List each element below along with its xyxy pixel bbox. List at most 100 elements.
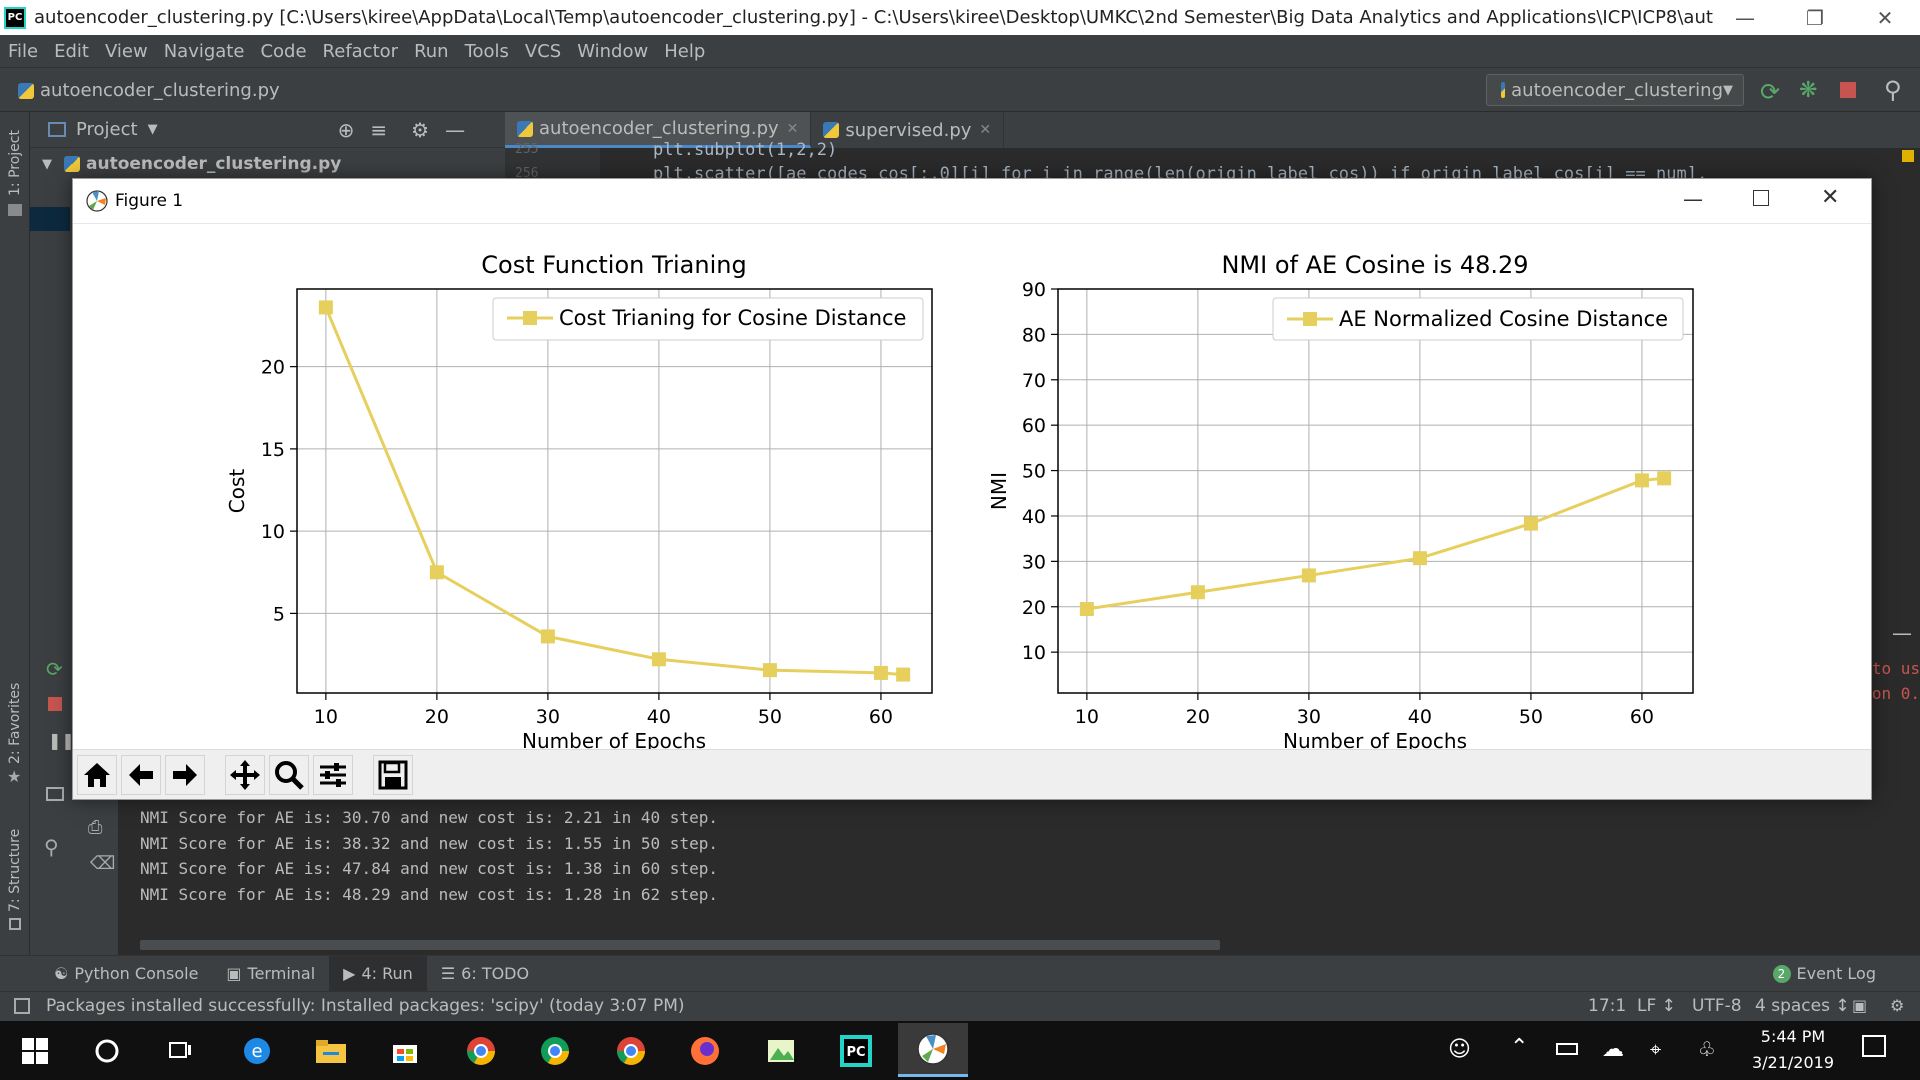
chart-title: Cost Function Trianing [481,251,746,279]
status-message[interactable]: Packages installed successfully: Install… [46,996,685,1016]
chrome-profile-icon[interactable] [526,1027,584,1075]
tab-python-console[interactable]: ☯ Python Console [40,956,212,992]
store-icon[interactable] [376,1027,434,1075]
edge-browser-icon[interactable]: e [228,1027,286,1075]
trash-icon[interactable]: ⌫ [90,853,116,874]
menu-tools[interactable]: Tools [464,40,509,62]
lock-icon[interactable]: ▣ [1852,996,1868,1015]
bottom-tool-tabs: ☯ Python Console ▣ Terminal ▶ 4: Run ☰ 6… [0,955,1920,992]
battery-icon[interactable] [1556,1043,1578,1055]
navigation-bar: autoencoder_clustering.py autoencoder_cl… [0,67,1920,112]
tab-run[interactable]: ▶ 4: Run [329,955,427,992]
rerun-icon[interactable]: ⟳ [1760,78,1781,106]
people-icon[interactable]: ☺ [1448,1037,1471,1062]
project-root-item[interactable]: ▼ autoencoder_clustering.py [30,148,505,180]
gear-icon[interactable]: ⚙ [411,117,430,142]
close-button[interactable]: ✕ [1821,185,1840,210]
pause-icon[interactable]: ❚❚ [48,731,75,750]
menu-window[interactable]: Window [577,40,649,62]
onedrive-cloud-icon[interactable]: ☁ [1602,1037,1624,1062]
forward-arrow-icon[interactable] [165,755,205,795]
breadcrumb-file[interactable]: autoencoder_clustering.py [40,80,280,101]
x-tick-label: 50 [1519,706,1543,728]
back-arrow-icon[interactable] [121,755,161,795]
menu-file[interactable]: File [8,40,39,62]
x-tick-label: 30 [1297,706,1321,728]
zoom-icon[interactable] [269,755,309,795]
project-tool-tab[interactable]: 1: Project [7,130,23,196]
search-icon[interactable]: ⚲ [1884,76,1902,104]
warning-marker[interactable] [1902,150,1914,162]
tab-supervised[interactable]: supervised.py ✕ [811,112,1005,148]
pin-icon[interactable]: ⚲ [44,835,59,859]
file-explorer-icon[interactable] [302,1027,360,1075]
editor-scrollbar[interactable] [1900,148,1920,618]
close-tab-icon[interactable]: ✕ [979,122,992,138]
favorites-tool-tab[interactable]: 2: Favorites [7,682,23,764]
menu-run[interactable]: Run [414,40,449,62]
windows-start-icon[interactable] [6,1027,64,1075]
restore-button[interactable]: ❐ [1806,5,1824,30]
menu-refactor[interactable]: Refactor [322,40,399,62]
caret-position[interactable]: 17:1 [1588,996,1627,1016]
project-view-label[interactable]: Project [76,119,138,140]
stop-icon[interactable] [1840,82,1856,98]
figure-window: Figure 1 — ✕ Cost Function Trianing 10 20… [72,178,1872,800]
hide-icon[interactable]: — [1892,621,1912,645]
maximize-button[interactable] [1753,190,1769,206]
menu-vcs[interactable]: VCS [524,40,562,62]
debug-icon[interactable]: ❋ [1799,78,1818,103]
menu-code[interactable]: Code [260,40,307,62]
image-viewer-icon[interactable] [752,1027,810,1075]
pan-icon[interactable] [225,755,265,795]
expand-arrow-icon[interactable]: ▼ [42,156,52,172]
volume-muted-icon[interactable]: ♧ [1698,1037,1716,1061]
inspector-icon[interactable]: ⚙ [1890,996,1905,1015]
file-encoding[interactable]: UTF-8 [1692,996,1742,1016]
run-configuration-select[interactable]: autoencoder_clustering ▼ [1486,74,1744,106]
y-tick-label: 20 [1022,597,1046,619]
event-log-button[interactable]: 2 Event Log [1759,956,1891,992]
clock-time[interactable]: 5:44 PM [1760,1027,1826,1046]
chrome-profile-icon[interactable] [452,1027,510,1075]
line-separator[interactable]: LF ↕ [1637,996,1676,1016]
locate-file-icon[interactable]: ⊕ [337,117,355,142]
task-view-icon[interactable] [150,1027,208,1075]
pycharm-taskbar-icon[interactable]: PC [827,1027,885,1075]
menu-help[interactable]: Help [664,40,706,62]
matplotlib-figure-taskbar-icon[interactable] [898,1023,968,1077]
hide-icon[interactable]: — [445,117,466,142]
console-output[interactable]: NMI Score for AE is: 30.70 and new cost … [140,805,718,907]
breadcrumb[interactable]: autoencoder_clustering.py [18,80,280,101]
wifi-icon[interactable]: ⌖ [1650,1037,1662,1061]
chevron-down-icon[interactable]: ▼ [147,122,158,137]
menu-edit[interactable]: Edit [54,40,89,62]
tab-terminal[interactable]: ▣ Terminal [212,956,329,992]
tab-autoencoder-clustering[interactable]: autoencoder_clustering.py ✕ [505,112,812,148]
notification-center-icon[interactable] [1862,1035,1886,1057]
tab-todo[interactable]: ☰ 6: TODO [427,956,543,992]
chevron-up-icon[interactable]: ⌃ [1510,1035,1529,1060]
subplots-config-icon[interactable] [313,755,353,795]
save-figure-icon[interactable] [373,755,413,795]
structure-tool-tab[interactable]: 7: Structure [7,828,23,912]
stop-icon[interactable] [48,697,62,711]
search-icon[interactable] [78,1027,136,1075]
console-horizontal-scrollbar[interactable] [140,940,1220,950]
minimize-button[interactable]: — [1683,187,1703,211]
print-icon[interactable]: ⎙ [88,817,103,838]
collapse-all-icon[interactable]: ≡ [370,117,388,142]
close-tab-icon[interactable]: ✕ [786,120,799,137]
chrome-icon[interactable] [602,1027,660,1075]
home-icon[interactable] [77,755,117,795]
firefox-icon[interactable] [676,1027,734,1075]
rerun-icon[interactable]: ⟳ [46,657,63,681]
toggle-tool-windows-icon[interactable] [14,998,30,1014]
clock-date[interactable]: 3/21/2019 [1751,1053,1835,1072]
menu-view[interactable]: View [104,40,148,62]
close-button[interactable]: ✕ [1876,5,1894,30]
indent-setting[interactable]: 4 spaces ↕ [1755,996,1850,1016]
menu-navigate[interactable]: Navigate [163,40,245,62]
layout-icon[interactable] [46,787,64,801]
minimize-button[interactable]: — [1735,5,1755,30]
